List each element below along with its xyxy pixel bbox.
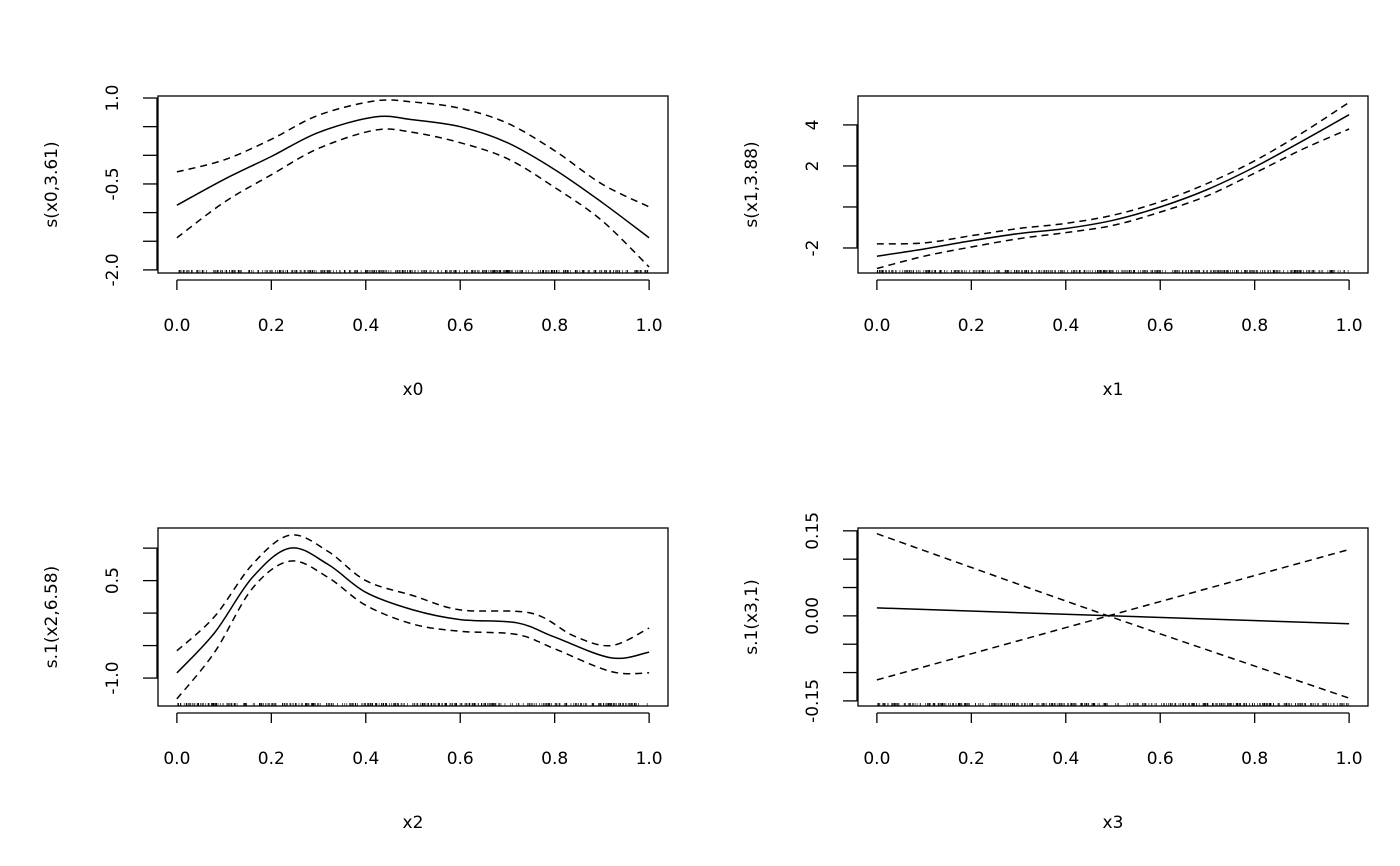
x-tick-label: 0.6 — [447, 316, 474, 336]
x-tick-label: 1.0 — [1336, 749, 1363, 769]
x-tick-label: 0.8 — [1241, 749, 1268, 769]
series-lower-line — [176, 560, 650, 700]
x-tick-label: 0.2 — [258, 316, 285, 336]
y-axis-label: s(x1,3.88) — [742, 141, 762, 227]
x-tick-label: 1.0 — [636, 316, 663, 336]
series-upper-line — [176, 534, 650, 652]
x-tick-label: 0.0 — [863, 749, 890, 769]
series-upper-line — [876, 101, 1350, 245]
series-lower-line — [876, 128, 1350, 270]
y-tick-label: 0.15 — [803, 512, 823, 550]
x-tick-label: 0.0 — [863, 316, 890, 336]
plot-frame — [157, 95, 669, 274]
y-tick-label: -0.15 — [803, 679, 823, 723]
y-tick-label: -2.0 — [103, 253, 123, 286]
x-tick-label: 0.6 — [1147, 749, 1174, 769]
rug-marks — [876, 270, 1349, 273]
series-fit-line — [176, 547, 650, 674]
x-axis-label: x0 — [403, 380, 424, 400]
series-fit-line — [176, 115, 650, 239]
y-axis-label: s.1(x2,6.58) — [42, 566, 62, 668]
x-tick-label: 1.0 — [636, 749, 663, 769]
series-lower-line — [176, 128, 650, 268]
series-upper-line — [176, 99, 650, 208]
x-tick-label: 0.4 — [1052, 316, 1079, 336]
plot-frame — [857, 95, 1369, 274]
panel-x0: 0.0 0.2 0.4 0.6 0.8 1.0 x0 -2.0 -0.5 1.0 s(x0,3.61… — [42, 84, 669, 400]
plot-frame — [857, 527, 1369, 707]
y-tick-label: 0.00 — [803, 597, 823, 635]
x-tick-label: 0.8 — [541, 749, 568, 769]
x-tick-label: 0.4 — [352, 316, 379, 336]
series-lower-line — [876, 532, 1350, 699]
x-tick-label: 0.2 — [958, 749, 985, 769]
y-tick-label: -2 — [803, 240, 823, 257]
x-axis-label: x3 — [1103, 813, 1124, 833]
x-tick-label: 0.8 — [541, 316, 568, 336]
panel-x2: 0.0 0.2 0.4 0.6 0.8 1.0 x2 -1.0 0.5 s.1(x2,6.58) — [42, 527, 669, 833]
y-tick-label: 2 — [803, 161, 823, 172]
y-axis-label: s.1(x3,1) — [742, 579, 762, 654]
x-axis-label: x2 — [403, 813, 424, 833]
x-tick-label: 0.0 — [163, 316, 190, 336]
series-fit-line — [876, 607, 1350, 625]
panel-x1: 0.0 0.2 0.4 0.6 0.8 1.0 x1 -2 2 4 s(x1,3.88) — [742, 95, 1369, 400]
x-tick-label: 0.6 — [447, 749, 474, 769]
x-tick-label: 0.2 — [258, 749, 285, 769]
y-axis-label: s(x0,3.61) — [42, 141, 62, 227]
y-tick-label: -1.0 — [103, 661, 123, 694]
panel-x3: 0.0 0.2 0.4 0.6 0.8 1.0 x3 -0.15 0.00 0.15 s.1(x3,… — [742, 512, 1369, 833]
x-tick-label: 0.8 — [1241, 316, 1268, 336]
x-tick-label: 0.0 — [163, 749, 190, 769]
plot-frame — [157, 527, 669, 707]
x-tick-label: 0.2 — [958, 316, 985, 336]
x-tick-label: 1.0 — [1336, 316, 1363, 336]
x-tick-label: 0.4 — [1052, 749, 1079, 769]
x-tick-label: 0.6 — [1147, 316, 1174, 336]
y-tick-label: -0.5 — [103, 167, 123, 200]
y-tick-label: 1.0 — [103, 84, 123, 111]
x-tick-label: 0.4 — [352, 749, 379, 769]
y-tick-label: 4 — [803, 120, 823, 131]
series-fit-line — [876, 114, 1350, 257]
series-upper-line — [876, 548, 1350, 681]
y-tick-label: 0.5 — [103, 567, 123, 594]
x-axis-label: x1 — [1103, 380, 1124, 400]
